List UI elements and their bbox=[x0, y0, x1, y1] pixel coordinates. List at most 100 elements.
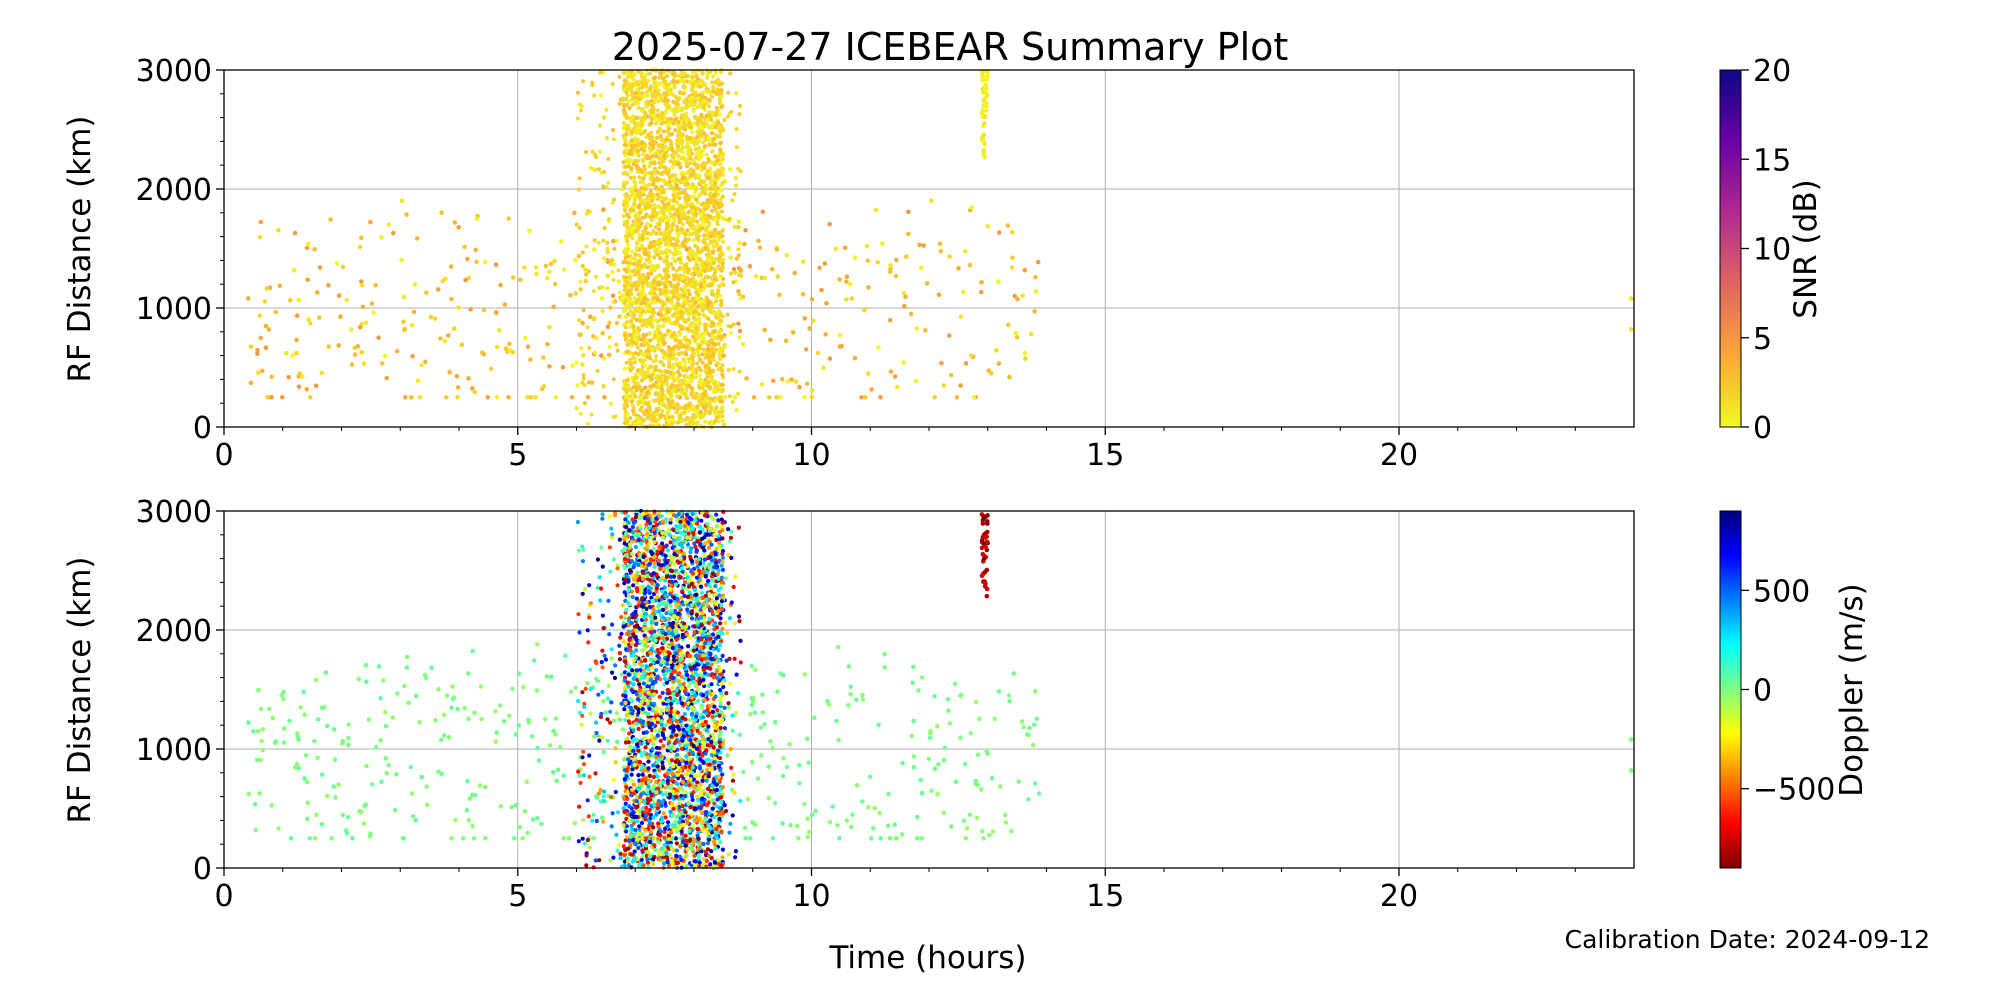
data-point bbox=[1021, 724, 1026, 730]
data-point bbox=[652, 161, 657, 166]
data-point bbox=[357, 324, 363, 330]
data-point bbox=[606, 180, 611, 185]
data-point bbox=[312, 738, 317, 744]
data-point bbox=[728, 330, 734, 335]
data-point bbox=[643, 247, 648, 252]
data-point bbox=[621, 160, 626, 165]
data-point bbox=[520, 836, 525, 841]
data-point bbox=[324, 793, 330, 799]
data-point bbox=[963, 836, 969, 841]
data-point bbox=[699, 260, 704, 265]
data-point bbox=[288, 297, 293, 303]
data-point bbox=[681, 357, 686, 362]
data-point bbox=[363, 802, 369, 807]
data-point bbox=[640, 85, 645, 90]
data-point bbox=[749, 663, 754, 669]
data-point bbox=[911, 764, 917, 770]
data-point bbox=[693, 254, 699, 259]
data-point bbox=[985, 751, 990, 756]
data-point bbox=[901, 360, 906, 365]
data-point bbox=[848, 692, 853, 697]
data-point bbox=[581, 352, 586, 358]
data-point bbox=[979, 289, 984, 295]
data-point bbox=[687, 151, 692, 156]
data-point bbox=[638, 407, 643, 412]
data-point bbox=[630, 249, 635, 254]
data-point bbox=[952, 681, 958, 686]
data-point bbox=[667, 204, 672, 210]
data-point bbox=[980, 77, 985, 83]
data-point bbox=[622, 387, 627, 392]
data-point bbox=[506, 216, 512, 221]
data-point bbox=[700, 414, 705, 419]
data-point bbox=[380, 361, 385, 366]
data-point bbox=[649, 147, 654, 152]
data-point bbox=[717, 323, 722, 328]
data-point bbox=[700, 209, 706, 214]
data-point bbox=[526, 720, 532, 725]
data-point bbox=[713, 80, 718, 85]
data-point bbox=[305, 816, 310, 822]
data-point bbox=[683, 360, 688, 365]
data-point bbox=[736, 614, 742, 619]
data-point bbox=[662, 267, 668, 272]
data-point bbox=[768, 337, 773, 343]
data-point bbox=[638, 116, 643, 121]
data-point bbox=[650, 110, 655, 115]
data-point bbox=[673, 159, 678, 164]
data-point bbox=[693, 267, 698, 273]
data-point bbox=[395, 691, 400, 696]
data-point bbox=[703, 322, 708, 327]
data-point bbox=[648, 331, 653, 336]
data-point bbox=[410, 813, 416, 819]
data-point bbox=[356, 676, 362, 682]
doppler-scatter-points bbox=[246, 508, 1634, 871]
data-point bbox=[983, 114, 988, 119]
data-point bbox=[699, 163, 704, 168]
data-point bbox=[302, 776, 307, 781]
data-point bbox=[344, 297, 350, 303]
data-point bbox=[376, 335, 381, 341]
data-point bbox=[575, 116, 581, 121]
data-point bbox=[672, 242, 677, 247]
data-point bbox=[647, 71, 653, 76]
data-point bbox=[670, 178, 676, 183]
data-point bbox=[852, 255, 858, 260]
data-point bbox=[579, 346, 584, 351]
data-point bbox=[650, 103, 655, 108]
data-point bbox=[591, 288, 597, 294]
data-point bbox=[631, 71, 636, 76]
data-point bbox=[685, 326, 690, 331]
data-point bbox=[632, 256, 637, 261]
data-point bbox=[632, 280, 637, 286]
data-point bbox=[368, 831, 373, 836]
data-point bbox=[694, 282, 700, 287]
data-point bbox=[651, 347, 656, 352]
data-point bbox=[636, 158, 641, 163]
data-point bbox=[661, 129, 666, 134]
data-point bbox=[629, 189, 634, 194]
data-point bbox=[307, 836, 313, 841]
data-point bbox=[967, 812, 973, 817]
data-point bbox=[1035, 259, 1041, 265]
data-point bbox=[708, 181, 713, 186]
data-point bbox=[359, 279, 364, 284]
data-point bbox=[726, 367, 731, 373]
data-point bbox=[607, 352, 612, 358]
data-point bbox=[621, 120, 626, 126]
data-point bbox=[649, 98, 654, 103]
data-point bbox=[646, 222, 651, 227]
data-point bbox=[697, 312, 702, 317]
data-point bbox=[691, 140, 696, 145]
data-point bbox=[699, 180, 704, 185]
data-point bbox=[627, 84, 632, 89]
data-point bbox=[729, 109, 734, 114]
data-point bbox=[698, 284, 704, 289]
data-point bbox=[631, 77, 636, 82]
snr-panel-grid bbox=[224, 70, 1634, 427]
data-point bbox=[669, 262, 674, 267]
data-point bbox=[569, 395, 575, 400]
data-point bbox=[652, 310, 657, 315]
data-point bbox=[493, 262, 499, 268]
